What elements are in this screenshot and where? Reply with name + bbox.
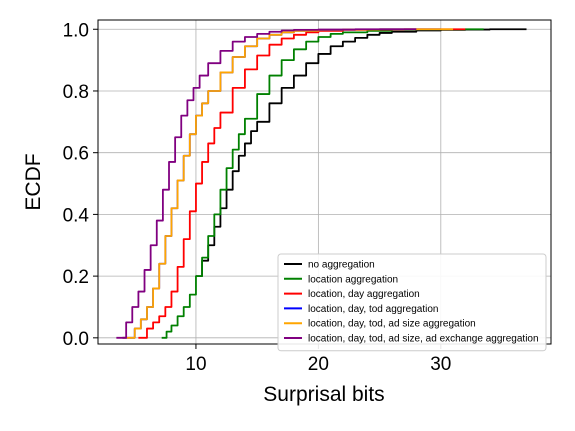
grid [98,20,551,344]
x-tick-label: 30 [430,354,451,375]
legend-label: location, day, tod, ad size aggregation [308,319,476,330]
legend-label: no aggregation [308,260,375,271]
legend: no aggregation location aggregation locati… [277,253,547,352]
series-lines [116,28,527,339]
legend-label: location, day, tod, ad size, ad exchange… [308,334,539,345]
legend-label: location, day, tod aggregation [308,304,438,315]
legend-box [277,253,547,352]
x-tick-label: 10 [185,354,206,375]
y-tick-label: 0.2 [63,267,89,288]
y-tick-label: 0.4 [63,205,90,226]
x-axis-label: Surprisal bits [263,383,384,406]
y-tick-label: 0.0 [63,329,89,350]
y-axis-label: ECDF [22,153,45,210]
legend-label: location, day aggregation [308,289,420,300]
y-tick-label: 0.8 [63,82,89,103]
y-tick-label: 1.0 [63,20,89,41]
x-tick-label: 20 [308,354,329,375]
y-tick-label: 0.6 [63,144,89,165]
series-line-2 [161,28,484,339]
series-line-1 [195,28,527,278]
legend-label: location aggregation [308,274,398,285]
series-line-6 [116,28,417,339]
